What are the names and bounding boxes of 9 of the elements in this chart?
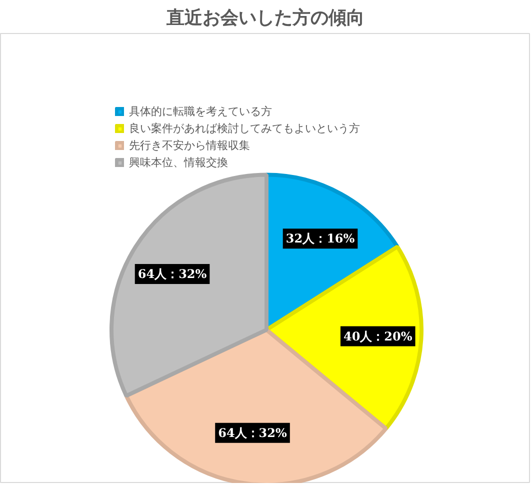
legend-label: 具体的に転職を考えている方 (129, 104, 272, 119)
legend-label: 先行き不安から情報収集 (129, 138, 250, 153)
data-label: 64人：32% (218, 426, 288, 440)
chart-title: 直近お会いした方の傾向 (166, 8, 364, 28)
data-label: 64人：32% (138, 267, 208, 282)
data-label: 32人：16% (286, 232, 356, 246)
legend-label: 興味本位、情報交換 (129, 155, 228, 170)
legend-label: 良い案件があれば検討してみてもよいという方 (129, 121, 360, 136)
data-label: 40人：20% (343, 329, 413, 344)
